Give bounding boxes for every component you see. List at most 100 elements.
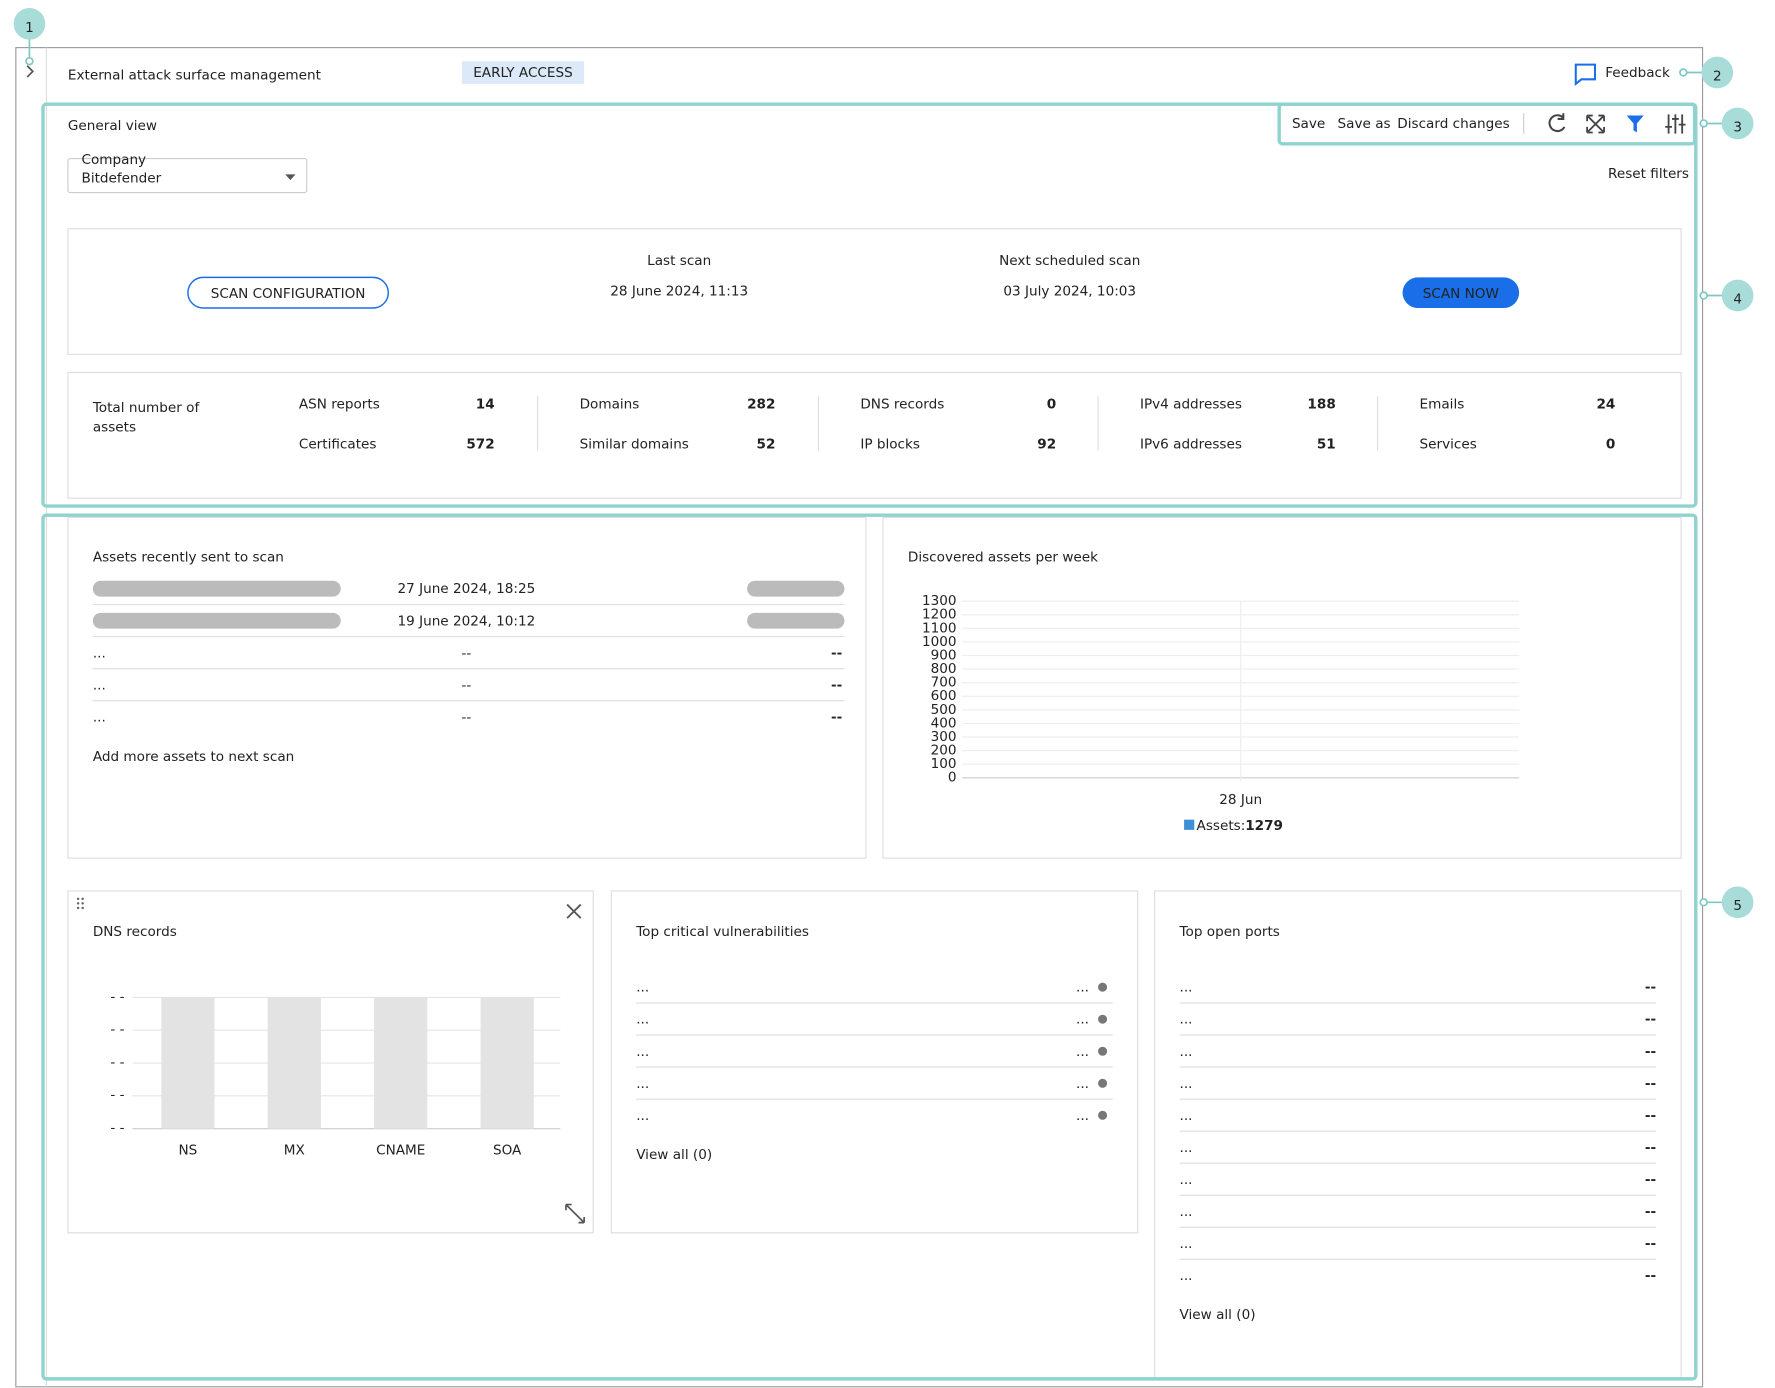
y-tick-label: 800: [931, 661, 957, 677]
total-label: IPv6 addresses: [1140, 436, 1242, 452]
asset-status: --: [831, 677, 842, 693]
asset-name: ...: [93, 709, 106, 725]
discovered-chart-panel: [882, 516, 1682, 859]
totals-title: assets: [93, 419, 136, 435]
port-count: --: [1645, 1012, 1656, 1028]
total-label: Certificates: [299, 436, 377, 452]
y-tick-label: - -: [110, 1120, 124, 1136]
company-dropdown[interactable]: [67, 157, 308, 194]
callout-badge: [1721, 279, 1754, 312]
port-name: ...: [1180, 1236, 1193, 1252]
y-tick-label: 500: [931, 702, 957, 718]
severity-dot: [1098, 982, 1108, 992]
vulnerability-severity: ...: [1076, 980, 1089, 996]
totals-panel: [67, 371, 1682, 499]
last-scan-date: 28 June 2024, 11:13: [610, 284, 748, 300]
port-count: --: [1645, 1076, 1656, 1092]
x-tick-label: NS: [179, 1143, 198, 1159]
settings-icon[interactable]: [1665, 114, 1686, 134]
callout-number: 5: [1733, 898, 1742, 914]
total-value: 92: [1037, 436, 1056, 452]
vulnerability-name: ...: [636, 1108, 649, 1124]
total-label: Similar domains: [580, 436, 689, 452]
callout-number: 2: [1713, 68, 1722, 84]
dropdown-value: Bitdefender: [82, 170, 162, 186]
total-label: Emails: [1420, 397, 1465, 413]
vulnerability-name: ...: [636, 1076, 649, 1092]
total-value: 282: [747, 397, 775, 413]
vulnerability-name: ...: [636, 980, 649, 996]
port-count: --: [1645, 980, 1656, 996]
callout-badge: [1721, 886, 1754, 919]
section-title: General view: [68, 118, 157, 134]
dropdown-label: Company: [82, 152, 147, 168]
asset-name: ...: [93, 677, 106, 693]
total-label: IP blocks: [860, 436, 920, 452]
expand-icon[interactable]: [565, 1203, 585, 1224]
x-tick-label: SOA: [493, 1143, 522, 1159]
y-tick-label: 100: [931, 756, 957, 772]
open-ports-panel: [1154, 890, 1682, 1380]
port-name: ...: [1180, 1268, 1193, 1284]
sidebar-expand[interactable]: [26, 65, 35, 78]
scan-configuration-button[interactable]: [187, 276, 390, 309]
save-as-button[interactable]: Save as: [1338, 116, 1391, 132]
callout-anchor: [1699, 119, 1708, 128]
panel-title: Top open ports: [1179, 924, 1280, 940]
vulnerability-severity: ...: [1076, 1076, 1089, 1092]
total-value: 0: [1047, 397, 1056, 413]
fullscreen-icon[interactable]: [1586, 114, 1605, 134]
x-tick-label: 28 Jun: [1219, 792, 1262, 808]
next-scan-label: Next scheduled scan: [999, 253, 1140, 269]
port-name: ...: [1180, 1204, 1193, 1220]
port-count: --: [1645, 1204, 1656, 1220]
total-label: Domains: [580, 397, 640, 413]
total-value: 24: [1596, 397, 1615, 413]
asset-name: ...: [93, 645, 106, 661]
drag-handle: [81, 906, 84, 910]
refresh-icon[interactable]: [1548, 113, 1566, 133]
scan-now-button[interactable]: [1402, 277, 1520, 308]
close-icon[interactable]: [566, 903, 582, 919]
severity-dot: [1098, 1110, 1108, 1120]
port-count: --: [1645, 1140, 1656, 1156]
view-all-link[interactable]: View all (0): [636, 1147, 712, 1163]
callout-badge: [13, 7, 46, 40]
total-label: DNS records: [860, 397, 944, 413]
total-label: Services: [1420, 436, 1477, 452]
last-scan-label: Last scan: [647, 253, 711, 269]
total-label: IPv4 addresses: [1140, 397, 1242, 413]
y-tick-label: 700: [931, 675, 957, 691]
y-tick-label: 400: [931, 715, 957, 731]
callout-number: 3: [1733, 119, 1742, 135]
recent-assets-panel: [67, 516, 867, 859]
y-tick-label: 1200: [922, 607, 957, 623]
redacted-status: [747, 580, 845, 597]
placeholder-bar: [267, 997, 321, 1129]
port-name: ...: [1180, 1012, 1193, 1028]
y-tick-label: 1000: [922, 634, 957, 650]
save-button[interactable]: Save: [1292, 116, 1325, 132]
callout-badge: [1721, 107, 1754, 140]
redacted-name: [92, 580, 341, 597]
feedback-link[interactable]: Feedback: [1605, 65, 1670, 81]
drag-handle: [76, 906, 80, 910]
page-title: External attack surface management: [68, 67, 321, 83]
asset-status: --: [831, 645, 842, 661]
asset-date: --: [461, 709, 471, 725]
total-value: 572: [466, 436, 494, 452]
drag-handle: [76, 897, 80, 901]
feedback-icon: [1574, 63, 1597, 86]
filter-icon[interactable]: [1626, 115, 1644, 133]
severity-dot: [1098, 1078, 1108, 1088]
port-name: ...: [1180, 980, 1193, 996]
add-assets-link[interactable]: Add more assets to next scan: [93, 749, 294, 765]
y-tick-label: 1100: [922, 620, 957, 636]
y-tick-label: 900: [931, 647, 957, 663]
placeholder-bar: [480, 997, 534, 1129]
view-all-link[interactable]: View all (0): [1180, 1307, 1256, 1323]
y-tick-label: 200: [931, 743, 957, 759]
panel-title: DNS records: [93, 924, 177, 940]
reset-filters[interactable]: Reset filters: [1608, 166, 1689, 182]
discard-button[interactable]: Discard changes: [1397, 116, 1509, 132]
